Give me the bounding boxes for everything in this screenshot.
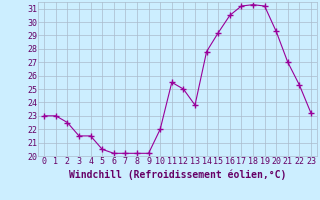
X-axis label: Windchill (Refroidissement éolien,°C): Windchill (Refroidissement éolien,°C) [69,169,286,180]
